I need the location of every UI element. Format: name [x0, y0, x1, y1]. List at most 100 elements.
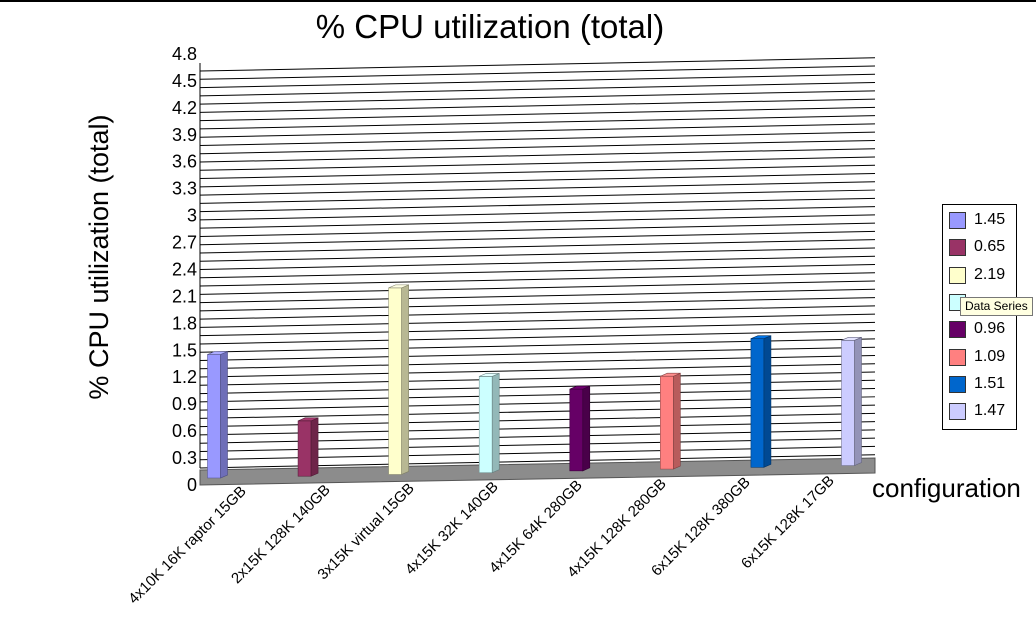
gridline	[199, 57, 876, 72]
y-tick-label: 2.4	[172, 259, 197, 279]
bar-top	[479, 373, 500, 377]
gridline	[199, 197, 876, 213]
y-tick-label: 0.9	[172, 394, 197, 414]
category-label: 6x15K 128K 17GB	[738, 472, 838, 572]
gridline	[199, 354, 876, 370]
gridline	[199, 214, 876, 229]
bar-front	[660, 375, 674, 470]
gridline	[199, 106, 876, 122]
bar-front	[388, 287, 402, 475]
gridline	[199, 288, 876, 304]
bar-front	[478, 376, 493, 473]
legend-label: 2.19	[974, 265, 1006, 283]
bar-side	[763, 335, 772, 468]
bar	[388, 284, 409, 475]
bar	[841, 336, 862, 466]
bar-side	[491, 372, 500, 474]
bar	[569, 385, 591, 472]
legend-label: 1.51	[974, 374, 1006, 392]
legend-swatch	[949, 239, 966, 257]
gridline	[199, 206, 876, 221]
gridline	[199, 148, 876, 163]
legend-swatch	[949, 348, 966, 366]
gridline	[199, 189, 876, 204]
gridline	[199, 247, 876, 262]
gridline	[199, 321, 876, 337]
legend-item: 1.45	[949, 211, 1019, 231]
legend-label: 0.96	[974, 320, 1006, 338]
legend-swatch	[949, 212, 966, 229]
gridline	[199, 181, 876, 196]
legend-item: 1.47	[949, 402, 1019, 422]
y-tick-label: 3	[187, 206, 197, 226]
gridline	[199, 123, 876, 138]
y-tick-label: 3.9	[172, 125, 197, 145]
bar	[207, 351, 228, 479]
bar-front	[207, 354, 221, 479]
bar-top	[297, 417, 319, 422]
chart-title: % CPU utilization (total)	[315, 8, 665, 45]
legend-swatch	[949, 375, 966, 393]
bar-front	[750, 338, 765, 468]
gridline	[199, 239, 876, 254]
gridline	[199, 379, 876, 395]
legend: 1.45 0.65 2.19 0.96 1.09 1.51 1.47	[942, 204, 1017, 430]
bar-side	[854, 336, 862, 466]
gridline	[199, 98, 876, 113]
legend-label: 0.65	[974, 238, 1006, 256]
gridline	[199, 263, 876, 279]
legend-item: 0.65	[949, 238, 1019, 258]
category-label: 4x10K 16K raptor 15GB	[125, 483, 250, 608]
y-tick-label: 4.5	[172, 71, 197, 91]
gridline	[199, 222, 876, 237]
gridline	[199, 164, 876, 180]
gridlines	[199, 57, 876, 469]
y-tick-label: 4.8	[172, 44, 197, 64]
bar-side	[673, 372, 681, 470]
legend-item: 1.09	[949, 348, 1019, 368]
y-tick-label: 0.6	[172, 421, 197, 441]
gridline	[199, 255, 876, 271]
gridline	[199, 115, 876, 130]
y-tick-labels: 0 0.3 0.6 0.9 1.2 1.5 1.8 2.1 2.4 2.7 3 3.3 3.6 3.9 4.…	[172, 44, 197, 495]
bar	[297, 417, 319, 477]
legend-swatch	[949, 403, 966, 421]
y-tick-label: 4.2	[172, 98, 197, 118]
bar-front	[569, 388, 584, 472]
gridline	[199, 90, 876, 105]
gridline	[199, 346, 876, 361]
bar-top	[388, 284, 409, 289]
gridline	[199, 388, 876, 403]
y-tick-label: 1.2	[172, 367, 197, 387]
gridline	[199, 82, 876, 97]
bar-side	[582, 385, 591, 472]
bar-top	[841, 336, 862, 341]
gridline	[199, 363, 876, 378]
legend-swatch	[949, 266, 966, 284]
bar-side	[310, 417, 319, 477]
gridline	[199, 305, 876, 320]
gridline	[199, 173, 876, 188]
gridline	[199, 371, 876, 386]
bar	[660, 372, 681, 470]
bar-front	[841, 339, 855, 466]
bar	[478, 372, 500, 474]
gridline	[199, 156, 876, 171]
x-axis-title: configuration	[872, 473, 1021, 503]
gridline	[199, 330, 876, 345]
top-border	[0, 0, 1036, 2]
legend-item: 1.51	[949, 375, 1019, 395]
gridline	[199, 280, 876, 295]
bar-front	[297, 420, 312, 477]
gridline	[199, 131, 876, 146]
bar	[750, 335, 772, 468]
gridline	[199, 313, 876, 328]
legend-item: 2.19	[949, 266, 1019, 286]
legend-swatch	[949, 321, 966, 339]
gridline	[199, 139, 876, 155]
legend-label: 1.45	[974, 211, 1006, 228]
floor	[199, 457, 876, 486]
tooltip: Data Series	[960, 297, 1033, 316]
